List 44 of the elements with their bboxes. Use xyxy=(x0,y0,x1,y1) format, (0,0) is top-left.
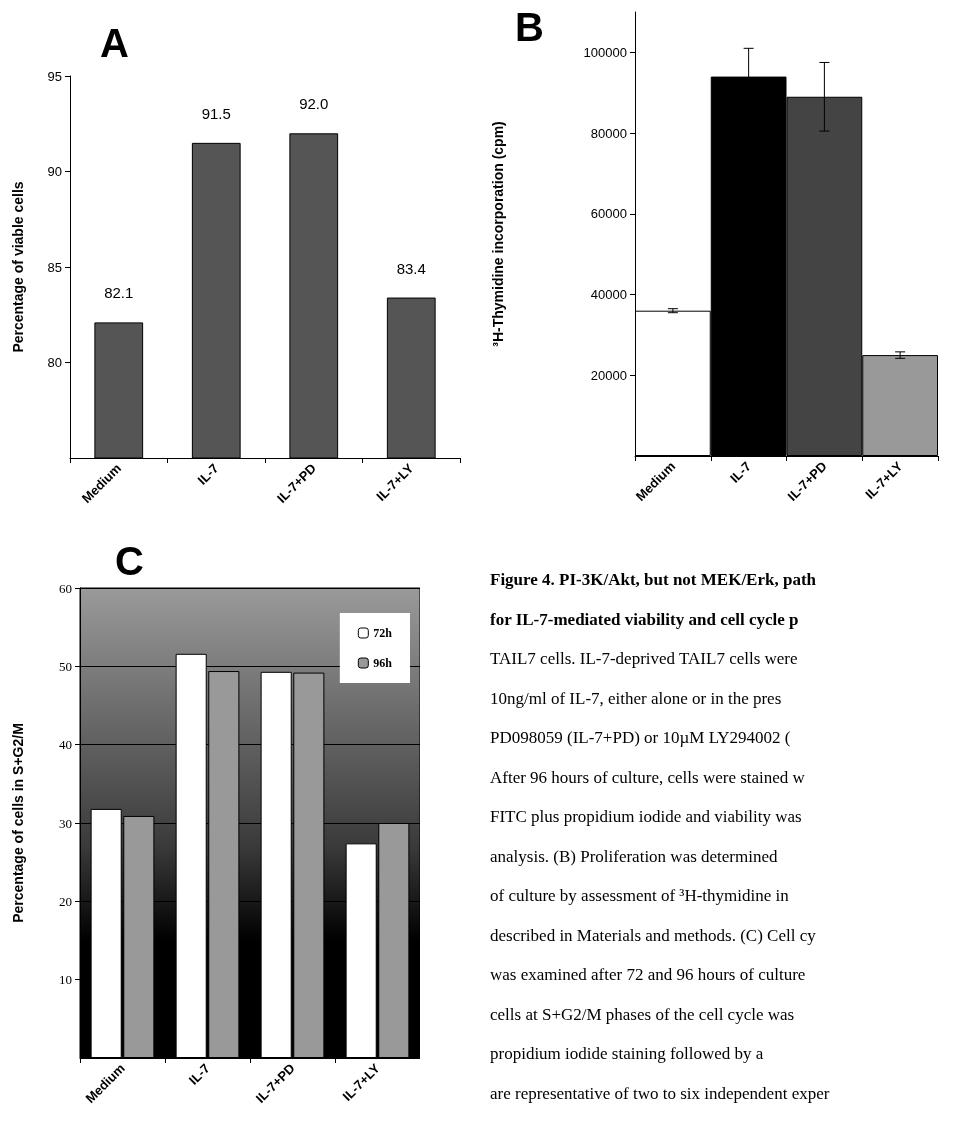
y-axis-title: Percentage of viable cells xyxy=(10,181,26,353)
legend-label: 72h xyxy=(373,626,393,640)
x-tick-label: IL-7 xyxy=(726,458,754,486)
data-label: 91.5 xyxy=(201,104,231,122)
y-tick-label: 50 xyxy=(59,658,72,674)
text: propidium iodide staining followed by a xyxy=(490,1043,765,1065)
text: was examined after 72 and 96 hours of culture xyxy=(490,964,807,986)
y-tick-label: 90 xyxy=(47,164,62,179)
y-axis-title: Percentage of cells in S+G2/M xyxy=(10,723,26,923)
text: for IL-7-mediated viability and cell cycle p xyxy=(490,608,800,631)
chart-title: A xyxy=(100,21,129,65)
y-tick-label: 40 xyxy=(59,737,72,753)
caption: Figure 4. PI-3K/Akt, but not MEK/Erk, path xyxy=(490,569,818,591)
y-tick-label: 85 xyxy=(47,259,62,275)
y-tick-label: 60000 xyxy=(590,206,627,222)
y-tick-label: 100000 xyxy=(583,44,627,60)
y-tick-label: 20 xyxy=(59,893,72,909)
text: PD098059 (IL-7+PD) or 10µM LY294002 ( xyxy=(490,727,792,749)
y-tick-label: 80 xyxy=(47,355,62,370)
chart-title: C xyxy=(115,539,144,583)
y-tick-label: 10 xyxy=(59,972,72,988)
text: After 96 hours of culture, cells were stained w xyxy=(490,766,806,789)
x-tick-label: IL-7 xyxy=(185,1060,213,1088)
y-axis-title: ³H-Thymidine incorporation (cpm) xyxy=(490,121,506,347)
x-tick-label: IL-7 xyxy=(194,460,222,488)
text: of culture by assessment of ³H-thymidine in xyxy=(490,885,790,907)
text: TAIL7 cells. IL-7-deprived TAIL7 cells were xyxy=(490,648,799,670)
text: are representative of two to six independent exper xyxy=(490,1082,831,1105)
legend-label: 96h xyxy=(373,656,393,670)
y-tick-label: 30 xyxy=(59,815,72,831)
text: described in Materials and methods. (C) Cell cy xyxy=(490,924,817,947)
y-tick-label: 40000 xyxy=(590,287,627,303)
data-label: 83.4 xyxy=(396,259,426,277)
text: analysis. (B) Proliferation was determined xyxy=(490,845,779,868)
data-label: 82.1 xyxy=(104,284,134,302)
text: FITC plus propidium iodide and viability was xyxy=(490,806,803,828)
text: 10ng/ml of IL-7, either alone or in the pres xyxy=(490,687,783,710)
y-tick-label: 95 xyxy=(47,68,62,84)
y-tick-label: 60 xyxy=(59,580,72,596)
y-tick-label: 20000 xyxy=(590,367,627,383)
text: cells at S+G2/M phases of the cell cycle was xyxy=(490,1003,796,1026)
y-tick-label: 80000 xyxy=(590,125,627,141)
chart-title: B xyxy=(515,5,544,49)
data-label: 92.0 xyxy=(299,95,329,113)
